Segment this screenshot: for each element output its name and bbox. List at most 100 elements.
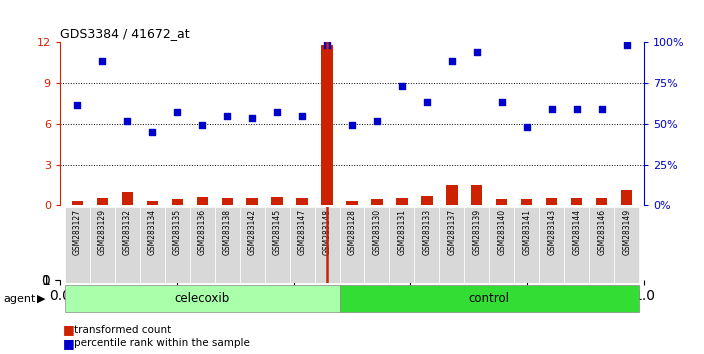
Bar: [265, 207, 289, 283]
Point: [96, 59, 108, 64]
Bar: [339, 207, 365, 283]
Bar: [196, 197, 208, 205]
Bar: [489, 207, 515, 283]
Bar: [496, 199, 508, 205]
Point: [346, 122, 358, 128]
Point: [571, 106, 582, 112]
Bar: [465, 207, 489, 283]
Bar: [564, 207, 589, 283]
Bar: [614, 207, 639, 283]
Bar: [521, 199, 532, 205]
Text: GSM283137: GSM283137: [447, 209, 456, 256]
Bar: [589, 207, 614, 283]
Text: GSM283133: GSM283133: [422, 209, 432, 256]
Bar: [122, 192, 133, 205]
Text: ▶: ▶: [37, 294, 45, 304]
Text: percentile rank within the sample: percentile rank within the sample: [74, 338, 250, 348]
Bar: [90, 207, 115, 283]
Point: [546, 106, 558, 112]
Point: [322, 42, 333, 47]
Point: [296, 113, 308, 119]
Bar: [546, 198, 558, 205]
Text: GSM283142: GSM283142: [248, 209, 257, 255]
Text: transformed count: transformed count: [74, 325, 171, 335]
Text: GSM283132: GSM283132: [122, 209, 132, 255]
Point: [521, 124, 532, 130]
Point: [496, 99, 508, 105]
Point: [471, 49, 482, 55]
Bar: [621, 190, 632, 205]
Text: GSM283135: GSM283135: [172, 209, 182, 256]
Bar: [371, 199, 382, 205]
Bar: [272, 197, 283, 205]
Bar: [146, 201, 158, 205]
Bar: [439, 207, 465, 283]
Bar: [415, 207, 439, 283]
Bar: [571, 198, 582, 205]
Text: GSM283141: GSM283141: [522, 209, 532, 255]
Point: [396, 83, 408, 89]
Bar: [296, 198, 308, 205]
Bar: [140, 207, 165, 283]
Bar: [539, 207, 564, 283]
Bar: [315, 207, 339, 283]
Point: [446, 59, 458, 64]
Point: [621, 42, 632, 47]
Point: [196, 122, 208, 128]
Text: celecoxib: celecoxib: [175, 292, 230, 305]
Text: GSM283145: GSM283145: [272, 209, 282, 256]
Bar: [239, 207, 265, 283]
Text: GSM283146: GSM283146: [597, 209, 606, 256]
Bar: [389, 207, 415, 283]
Bar: [421, 196, 432, 205]
Text: GSM283143: GSM283143: [547, 209, 556, 256]
Bar: [596, 198, 608, 205]
Point: [421, 99, 432, 105]
Text: GSM283134: GSM283134: [148, 209, 157, 256]
Text: GSM283147: GSM283147: [298, 209, 306, 256]
Text: GSM283127: GSM283127: [73, 209, 82, 255]
Bar: [396, 198, 408, 205]
Bar: [172, 199, 183, 205]
Bar: [115, 207, 140, 283]
Point: [146, 129, 158, 135]
Text: agent: agent: [4, 294, 36, 304]
Text: GSM283136: GSM283136: [198, 209, 207, 256]
Point: [596, 106, 608, 112]
Text: GSM283138: GSM283138: [222, 209, 232, 255]
Text: GSM283148: GSM283148: [322, 209, 332, 255]
Bar: [96, 198, 108, 205]
Text: GSM283128: GSM283128: [348, 209, 356, 255]
Text: ■: ■: [63, 337, 75, 350]
Bar: [289, 207, 315, 283]
Text: GSM283144: GSM283144: [572, 209, 582, 256]
Point: [222, 113, 233, 119]
Bar: [246, 198, 258, 205]
Point: [371, 118, 382, 124]
Bar: [515, 207, 539, 283]
Bar: [165, 207, 189, 283]
Bar: [189, 207, 215, 283]
Bar: [222, 198, 233, 205]
Bar: [215, 207, 239, 283]
Bar: [471, 185, 482, 205]
Point: [72, 102, 83, 108]
Text: GSM283131: GSM283131: [398, 209, 406, 255]
Bar: [65, 285, 339, 312]
Point: [272, 109, 283, 115]
Text: GSM283139: GSM283139: [472, 209, 482, 256]
Bar: [339, 285, 639, 312]
Point: [172, 109, 183, 115]
Bar: [346, 201, 358, 205]
Bar: [322, 45, 333, 205]
Bar: [65, 207, 90, 283]
Text: GSM283130: GSM283130: [372, 209, 382, 256]
Text: GSM283140: GSM283140: [497, 209, 506, 256]
Text: GSM283149: GSM283149: [622, 209, 631, 256]
Point: [122, 118, 133, 124]
Bar: [365, 207, 389, 283]
Point: [246, 116, 258, 121]
Text: ■: ■: [63, 324, 75, 336]
Text: GSM283129: GSM283129: [98, 209, 107, 255]
Bar: [72, 201, 83, 205]
